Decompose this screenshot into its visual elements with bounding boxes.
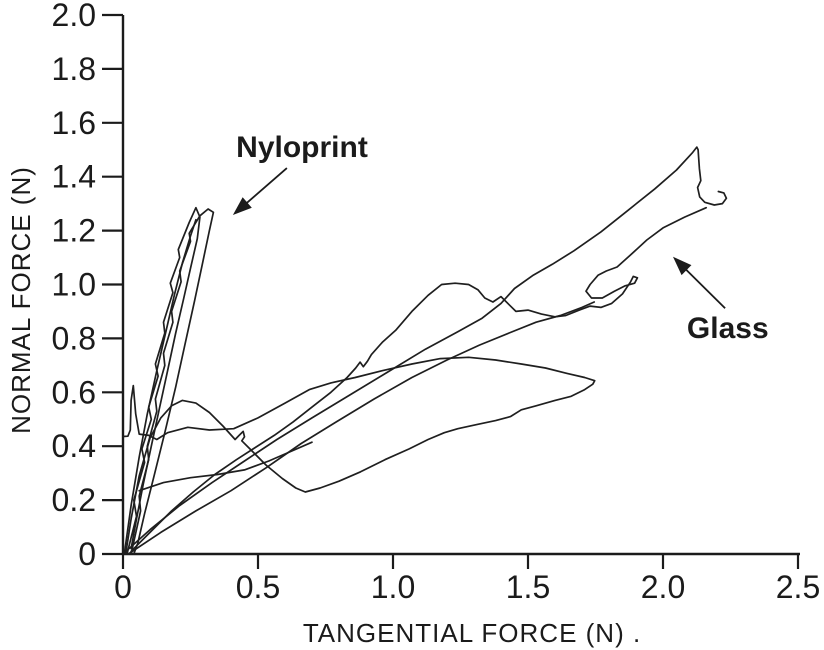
- trace-nyloprint-run-3: [123, 218, 197, 555]
- x-axis-title: TANGENTIAL FORCE (N) .: [303, 618, 641, 648]
- x-tick-label: 1.0: [371, 569, 415, 605]
- x-axis-ticks: [121, 554, 800, 569]
- annotation-label-glass: Glass: [687, 312, 769, 345]
- annotation-arrow-line-nyloprint: [243, 167, 288, 206]
- y-tick-label: 0.2: [52, 482, 96, 518]
- trace-glass-upper-return: [130, 206, 708, 553]
- trace-nyloprint-run-2: [130, 208, 215, 555]
- y-axis-title: NORMAL FORCE (N): [6, 166, 36, 434]
- x-tick-label: 0: [114, 569, 132, 605]
- x-tick-label: 0.5: [236, 569, 280, 605]
- trace-glass-outer-rise-to-peak: [122, 146, 728, 555]
- y-tick-label: 1.2: [52, 213, 96, 249]
- y-tick-label: 0.4: [52, 428, 96, 464]
- annotations: Nyloprint Glass: [232, 131, 769, 345]
- y-axis-tick-labels: 0 0.2 0.4 0.6 0.8 1.0 1.2 1.4 1.6 1.8 2.0: [52, 0, 96, 572]
- y-tick-label: 1.0: [52, 267, 96, 303]
- x-axis-tick-labels: 0 0.5 1.0 1.5 2.0 2.5: [114, 569, 820, 605]
- trace-nyloprint-run-1: [126, 206, 201, 555]
- data-traces: [122, 146, 728, 555]
- y-tick-label: 0: [78, 536, 96, 572]
- y-tick-label: 1.4: [52, 159, 96, 195]
- annotation-arrow-head-nyloprint: [232, 197, 252, 215]
- annotation-arrow-line-glass: [683, 266, 726, 309]
- x-tick-label: 1.5: [506, 569, 550, 605]
- trace-glass-low-tail: [138, 441, 313, 492]
- annotation-label-nyloprint: Nyloprint: [236, 131, 368, 164]
- y-tick-label: 0.8: [52, 320, 96, 356]
- annotation-arrow-head-glass: [672, 256, 692, 276]
- trace-glass-hump-loop: [122, 356, 596, 555]
- axes: 0 0.2 0.4 0.6 0.8 1.0 1.2 1.4 1.6 1.8 2.0 0 0.5 1.0 1…: [52, 0, 821, 605]
- x-tick-label: 2.5: [776, 569, 820, 605]
- y-tick-label: 1.8: [52, 51, 96, 87]
- y-tick-label: 1.6: [52, 105, 96, 141]
- x-tick-label: 2.0: [641, 569, 685, 605]
- y-tick-label: 0.6: [52, 374, 96, 410]
- y-axis-ticks: [102, 13, 123, 556]
- trace-glass-inner-rise: [127, 301, 596, 555]
- y-tick-label: 2.0: [52, 0, 96, 33]
